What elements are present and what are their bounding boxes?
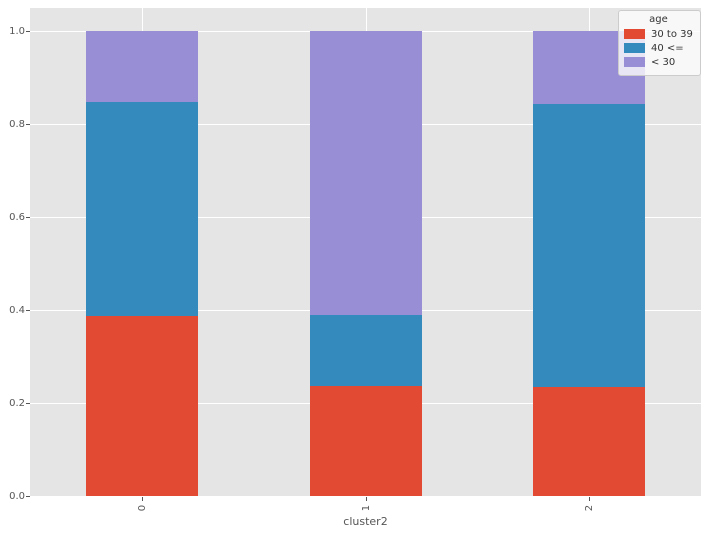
x-tick-label: 2 [584,504,596,512]
bar-segment-30-to-39 [86,316,198,496]
plot-area [30,8,701,497]
y-tick-mark [26,217,30,218]
y-tick-label: 1.0 [9,25,25,37]
bar-segment--30 [86,31,198,103]
legend-swatch-icon [624,43,645,53]
y-tick-label: 0.4 [9,304,25,316]
legend-entry: < 30 [622,55,695,69]
y-tick-label: 0.2 [9,397,25,409]
y-tick-mark [26,124,30,125]
legend-label: 40 <= [651,42,684,54]
x-tick-mark [589,497,590,501]
y-tick-label: 0.0 [9,490,25,502]
x-tick-label: 0 [136,504,148,512]
y-tick-mark [26,496,30,497]
y-tick-label: 0.8 [9,118,25,130]
legend-entry: 40 <= [622,41,695,55]
legend-title: age [649,14,668,25]
legend-swatch-icon [624,29,645,39]
bar-segment--30 [310,31,422,316]
bar-stack-cluster-2 [533,31,645,496]
bar-segment-30-to-39 [533,387,645,496]
x-tick-mark [142,497,143,501]
legend-swatch-icon [624,57,645,67]
x-axis-label: cluster2 [343,515,388,528]
legend-entry: 30 to 39 [622,27,695,41]
legend: age 30 to 39 40 <= < 30 [618,10,701,76]
x-tick-mark [366,497,367,501]
y-tick-mark [26,310,30,311]
horizontal-gridline [30,496,701,497]
y-tick-mark [26,403,30,404]
bar-segment-40- [310,315,422,386]
bar-stack-cluster-1 [310,31,422,496]
x-tick-label: 1 [360,504,372,512]
y-tick-label: 0.6 [9,211,25,223]
legend-entries: 30 to 39 40 <= < 30 [622,27,695,69]
legend-label: 30 to 39 [651,28,693,40]
bar-stack-cluster-0 [86,31,198,496]
legend-label: < 30 [651,56,676,68]
bar-segment-40- [86,102,198,317]
bar-segment-30-to-39 [310,385,422,496]
bar-segment-40- [533,104,645,388]
y-tick-mark [26,31,30,32]
